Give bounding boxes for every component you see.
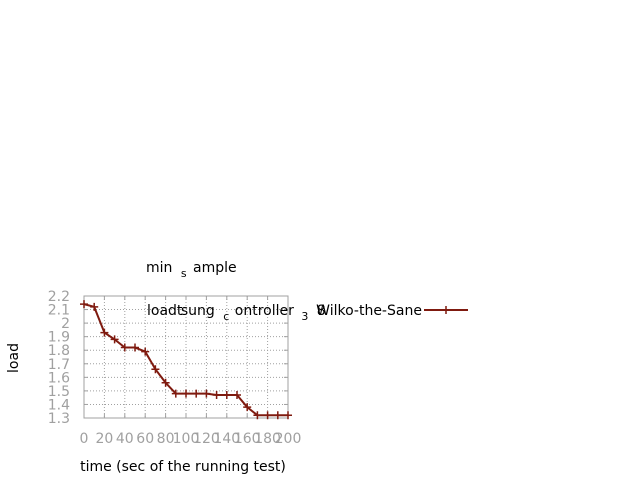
legend-label: loadt sung c ontroller 3 8 Wilko-the-San…	[147, 303, 422, 324]
y-tick-label: 2.1	[48, 303, 70, 319]
x-tick-label: 20	[95, 431, 113, 447]
data-point-marker	[273, 411, 282, 420]
y-axis-label: load	[6, 343, 22, 373]
x-tick-label: 160	[234, 431, 261, 447]
data-point-marker	[284, 411, 292, 420]
legend: loadt sung c ontroller 3 8 Wilko-the-San…	[147, 303, 468, 324]
data-point-marker	[90, 302, 99, 311]
legend-part-5: 3	[301, 310, 308, 323]
y-tick-label: 1.5	[48, 384, 70, 400]
data-point-marker	[192, 389, 201, 398]
legend-part-7: Wilko-the-Sane	[316, 303, 422, 319]
y-tick-label: 1.7	[48, 357, 70, 373]
x-tick-label: 40	[116, 431, 134, 447]
y-tick-label: 1.9	[48, 330, 70, 346]
data-point-marker	[141, 347, 150, 356]
plot-area-border	[83, 295, 289, 419]
x-tick-label: 100	[173, 431, 200, 447]
legend-part-2: sung	[181, 303, 215, 319]
title-subscript: s	[181, 267, 187, 280]
y-tick-label: 2.2	[48, 289, 70, 305]
data-point-marker	[253, 411, 262, 420]
legend-part-4: ontroller	[235, 303, 294, 319]
data-point-marker	[161, 378, 170, 387]
y-tick-label: 2	[61, 316, 70, 332]
data-point-marker	[243, 403, 252, 412]
data-point-marker	[151, 365, 160, 374]
chart-title: min s ample	[146, 260, 237, 281]
x-tick-label: 140	[213, 431, 240, 447]
legend-part-6: 8	[317, 303, 326, 319]
axis-ticks: 0 20 40 60 801001201401601802001.31.41.51.61…	[48, 289, 302, 447]
data-point-marker	[233, 390, 241, 399]
series-group	[80, 300, 292, 420]
data-point-marker	[212, 390, 221, 399]
data-point-marker	[222, 390, 231, 399]
x-tick-label: 0	[80, 431, 89, 447]
data-point-marker	[120, 343, 129, 352]
legend-part-3: c	[223, 310, 229, 323]
title-part-2: ample	[193, 260, 237, 276]
x-tick-label: 120	[193, 431, 220, 447]
x-tick-label: 60	[136, 431, 154, 447]
data-point-marker	[131, 343, 139, 352]
legend-part-1: loadt	[147, 303, 183, 319]
y-tick-label: 1.8	[48, 343, 70, 359]
legend-marker-sample	[442, 306, 450, 314]
x-tick-label: 80	[157, 431, 175, 447]
data-point-marker	[80, 300, 88, 309]
data-point-marker	[100, 328, 109, 337]
x-axis-label: time (sec of the running test)	[80, 459, 286, 475]
x-tick-label: 180	[254, 431, 281, 447]
data-point-marker	[202, 389, 211, 398]
data-point-marker	[171, 389, 180, 398]
y-tick-label: 1.4	[48, 397, 70, 413]
title-part-1: min	[146, 260, 172, 276]
data-point-marker	[182, 389, 190, 398]
y-tick-label: 1.3	[48, 411, 70, 427]
data-point-marker	[110, 335, 119, 344]
data-point-marker	[263, 411, 272, 420]
y-tick-label: 1.6	[48, 370, 70, 386]
x-tick-label: 200	[275, 431, 302, 447]
